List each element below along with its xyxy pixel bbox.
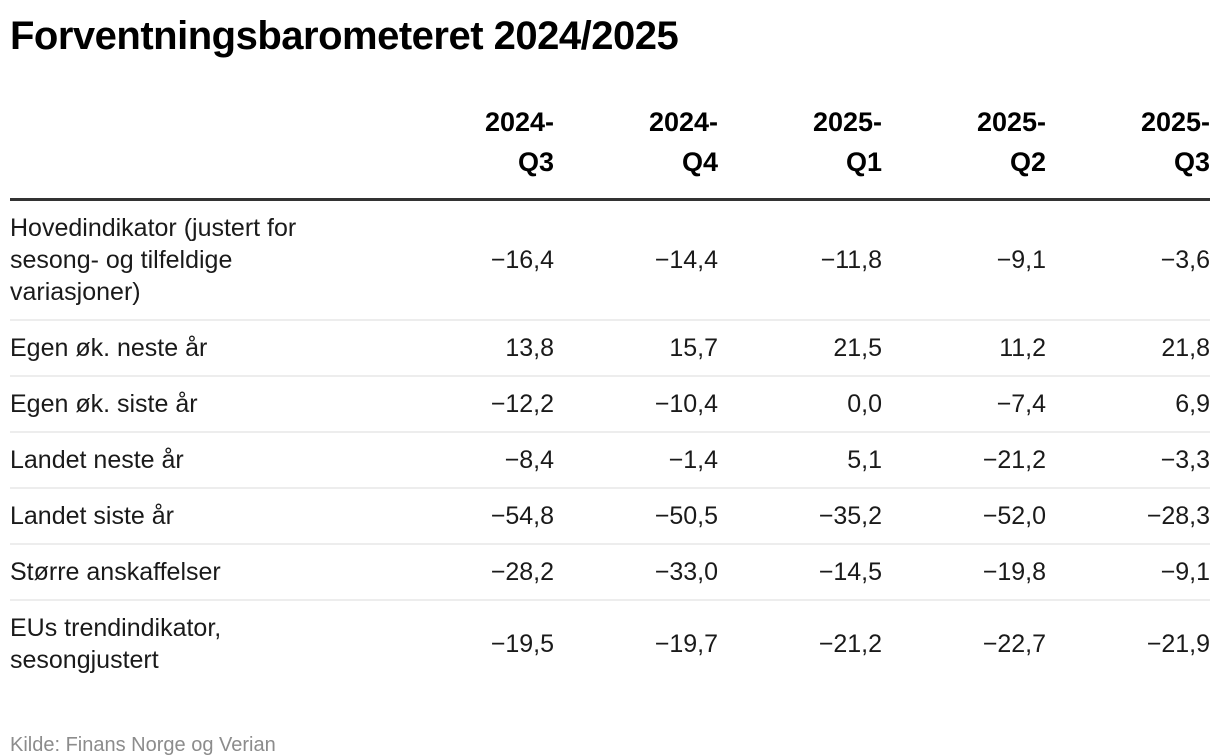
value-cell: 15,7 [554, 319, 718, 376]
value-cell: 6,9 [1046, 375, 1210, 432]
value-cell: −28,3 [1046, 487, 1210, 544]
row-label: Egen øk. siste år [10, 375, 390, 432]
value-cell: −22,7 [882, 599, 1046, 687]
row-label: Større anskaffelser [10, 543, 390, 600]
column-header-2024-q4: 2024- Q4 [554, 86, 718, 201]
value-cell: −21,2 [718, 599, 882, 687]
table-row: Større anskaffelser −28,2 −33,0 −14,5 −1… [10, 543, 1210, 600]
value-cell: 5,1 [718, 431, 882, 488]
row-label: Hovedindikator (justert for sesong- og t… [10, 214, 297, 306]
table-row: Landet neste år −8,4 −1,4 5,1 −21,2 −3,3 [10, 431, 1210, 488]
value-cell: −3,3 [1046, 431, 1210, 488]
source-note: Kilde: Finans Norge og Verian [10, 734, 276, 756]
row-label: Landet siste år [10, 487, 390, 544]
column-header-2025-q1: 2025- Q1 [718, 86, 882, 201]
value-cell: −19,7 [554, 599, 718, 687]
table-body: Hovedindikator (justert for sesong- og t… [10, 200, 1210, 687]
value-cell: 21,8 [1046, 319, 1210, 376]
table-row: Egen øk. siste år −12,2 −10,4 0,0 −7,4 6… [10, 375, 1210, 432]
value-cell: −33,0 [554, 543, 718, 600]
row-label: Egen øk. neste år [10, 319, 390, 376]
value-cell: −54,8 [390, 487, 554, 544]
row-label: Landet neste år [10, 431, 390, 488]
value-cell: −52,0 [882, 487, 1046, 544]
row-label: EUs trendindikator, sesongjustert [10, 599, 390, 687]
value-cell: −19,5 [390, 599, 554, 687]
value-cell: −11,8 [820, 246, 882, 274]
value-cell: −14,5 [718, 543, 882, 600]
table-row: Egen øk. neste år 13,8 15,7 21,5 11,2 21… [10, 319, 1210, 376]
page-title: Forventningsbarometeret 2024/2025 [10, 14, 679, 58]
value-cell: −35,2 [718, 487, 882, 544]
value-cell: −1,4 [554, 431, 718, 488]
table-row: Landet siste år −54,8 −50,5 −35,2 −52,0 … [10, 487, 1210, 544]
value-cell: −9,1 [1046, 543, 1210, 600]
table-row: EUs trendindikator, sesongjustert −19,5 … [10, 599, 1210, 687]
corner-cell [10, 86, 390, 201]
column-header-2025-q2: 2025- Q2 [882, 86, 1046, 201]
value-cell: −50,5 [554, 487, 718, 544]
value-cell: −8,4 [390, 431, 554, 488]
value-cell: 0,0 [718, 375, 882, 432]
table-row: Hovedindikator (justert for sesong- og t… [10, 200, 1210, 321]
value-cell: 21,5 [718, 319, 882, 376]
header-row: 2024- Q3 2024- Q4 2025- Q1 2025- Q2 2025… [10, 86, 1210, 201]
barometer-table: 2024- Q3 2024- Q4 2025- Q1 2025- Q2 2025… [10, 86, 1210, 687]
value-cell: −7,4 [882, 375, 1046, 432]
value-cell: −14,4 [654, 246, 718, 274]
value-cell: −9,1 [996, 246, 1046, 274]
value-cell: −21,2 [882, 431, 1046, 488]
value-cell: 13,8 [390, 319, 554, 376]
value-cell: 11,2 [882, 319, 1046, 376]
value-cell: −10,4 [554, 375, 718, 432]
value-cell: −3,6 [1160, 246, 1210, 274]
value-cell: −21,9 [1046, 599, 1210, 687]
column-header-2024-q3: 2024- Q3 [390, 86, 554, 201]
value-cell: −12,2 [390, 375, 554, 432]
value-cell: −16,4 [490, 246, 554, 274]
table-header: 2024- Q3 2024- Q4 2025- Q1 2025- Q2 2025… [10, 86, 1210, 201]
value-cell: −19,8 [882, 543, 1046, 600]
value-cell: −28,2 [390, 543, 554, 600]
column-header-2025-q3: 2025- Q3 [1046, 86, 1210, 201]
